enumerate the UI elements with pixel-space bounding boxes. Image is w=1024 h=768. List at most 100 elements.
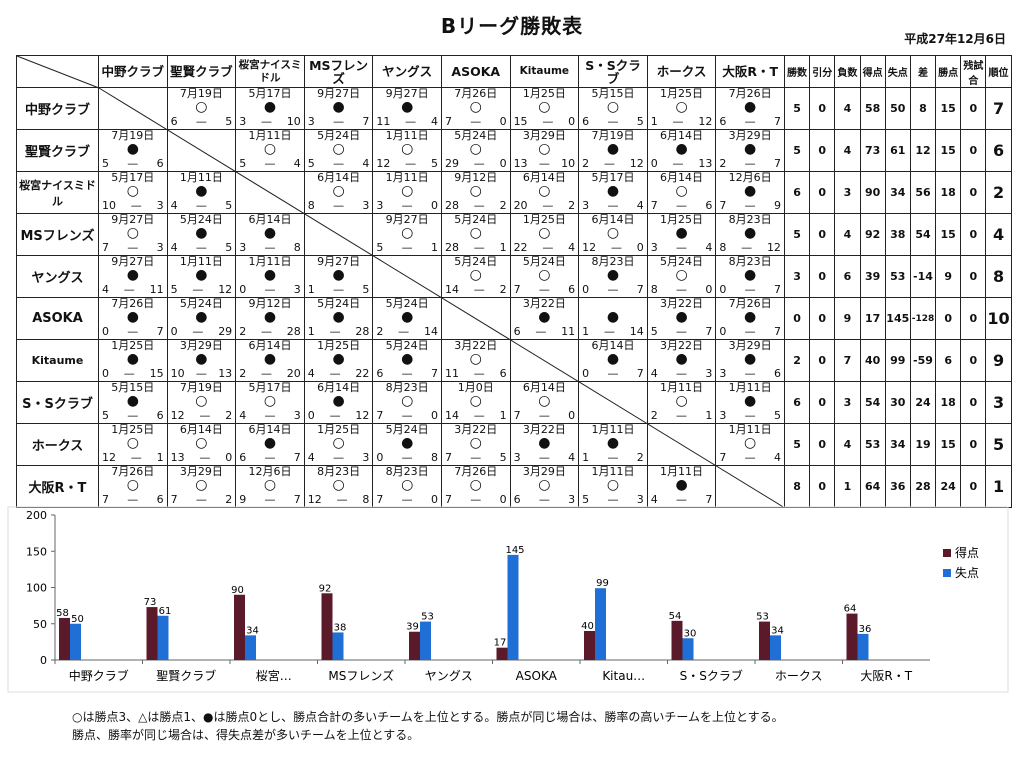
score-for: 6 (513, 325, 521, 338)
stat-value: 6 (783, 381, 811, 424)
score-for: 6 (719, 115, 727, 128)
score-dash: — (603, 157, 615, 170)
score-against: 7 (773, 283, 781, 296)
table-row: ホークス 1月25日 ○ 12—1 6月14日 ○ 13—0 6月14日 ● 6—7 1月25日 ○ 4… (16, 423, 1012, 466)
score-dash: — (195, 241, 207, 254)
result-mark-icon: ○ (469, 351, 482, 367)
result-mark-icon: ○ (195, 393, 208, 409)
stat-value: 0 (809, 423, 836, 466)
match-cell: 1月11日 ● 4—5 (166, 171, 237, 214)
score-against: 0 (430, 409, 438, 422)
page-title: Bリーグ勝敗表 (440, 14, 584, 38)
score-dash: — (603, 325, 615, 338)
data-label: 53 (756, 612, 769, 623)
data-label: 64 (844, 604, 857, 615)
stat-value: 99 (884, 339, 911, 382)
result-mark-icon: ● (126, 309, 139, 325)
score-against: 6 (705, 199, 713, 212)
data-label: 61 (159, 606, 172, 617)
score-dash: — (538, 157, 550, 170)
score-dash: — (676, 367, 688, 380)
score-against: 7 (773, 115, 781, 128)
match-cell: 6月14日 ○ 12—0 (578, 213, 648, 256)
match-cell: 9月12日 ○ 28—2 (440, 171, 511, 214)
score-for: 5 (376, 241, 384, 254)
match-cell: 6月14日 ○ 13—0 (166, 423, 237, 466)
score-for: 2 (239, 367, 247, 380)
score-for: 5 (650, 325, 658, 338)
result-mark-icon: ● (744, 351, 757, 367)
stat-value: 61 (884, 129, 911, 172)
score-against: 4 (636, 199, 644, 212)
match-cell: 1月11日 ○ 12—5 (372, 129, 442, 172)
match-cell: 3月29日 ● 2—7 (715, 129, 785, 172)
score-for: 4 (650, 367, 658, 380)
score-dash: — (260, 325, 272, 338)
legend-label: 得点 (955, 545, 979, 560)
score-dash: — (260, 367, 272, 380)
score-against: 9 (773, 199, 781, 212)
score-against: 2 (499, 199, 507, 212)
score-against: 7 (773, 325, 781, 338)
table-row: 聖賢クラブ 7月19日 ● 5—6 1月11日 ○ 5—4 5月24日 ○ 5—4 1月11日 ○ 12… (16, 129, 1012, 172)
stat-value: 15 (935, 129, 962, 172)
result-mark-icon: ● (675, 477, 688, 493)
stat-value: 0 (809, 213, 836, 256)
score-dash: — (333, 283, 345, 296)
score-against: 0 (568, 409, 576, 422)
score-for: 0 (582, 283, 590, 296)
row-team-name: MSフレンズ (16, 213, 99, 256)
stat-value: 53 (859, 423, 886, 466)
result-mark-icon: ○ (744, 435, 757, 451)
match-cell: 7月26日 ○ 7—0 (440, 465, 511, 508)
score-against: 4 (773, 451, 781, 464)
bar-points-against (595, 588, 606, 660)
row-team-name: 桜宮ナイスミドル (16, 171, 99, 214)
stat-value: 8 (909, 87, 937, 130)
x-tick-label: 中野クラブ (69, 668, 129, 683)
score-for: 3 (513, 451, 521, 464)
match-cell: 1月25日 ○ 1—12 (646, 87, 717, 130)
score-against: 14 (423, 325, 438, 338)
score-against: 0 (636, 241, 644, 254)
result-mark-icon: ○ (401, 183, 414, 199)
match-cell: 3月22日 ● 3—4 (509, 423, 580, 466)
score-dash: — (401, 409, 413, 422)
match-cell: 5月24日 ○ 14—2 (440, 255, 511, 298)
match-cell: 1月11日 ○ 3—0 (372, 171, 442, 214)
data-label: 40 (581, 621, 594, 632)
data-label: 92 (319, 583, 332, 594)
match-cell: 5月15日 ○ 6—5 (578, 87, 648, 130)
result-mark-icon: ○ (675, 393, 688, 409)
stat-value: 0 (809, 297, 836, 340)
score-dash: — (744, 451, 756, 464)
result-mark-icon: ○ (469, 141, 482, 157)
score-against: 10 (561, 157, 576, 170)
stat-value: 64 (859, 465, 886, 508)
score-for: 0 (719, 325, 727, 338)
stat-value: 34 (884, 423, 911, 466)
result-mark-icon: ● (126, 351, 139, 367)
y-tick-label: 150 (26, 545, 47, 558)
score-dash: — (744, 115, 756, 128)
result-mark-icon: ○ (469, 477, 482, 493)
score-dash: — (123, 367, 135, 380)
score-for: 7 (444, 115, 452, 128)
rank-value: 5 (985, 423, 1012, 466)
score-dash: — (401, 367, 413, 380)
result-mark-icon: ○ (538, 393, 551, 409)
score-against: 12 (698, 115, 713, 128)
stat-value: 4 (834, 423, 861, 466)
rank-value: 9 (985, 339, 1012, 382)
score-for: 12 (376, 157, 391, 170)
table-row: MSフレンズ 9月27日 ○ 7—3 5月24日 ● 4—5 6月14日 ● 3—8 9月27日 ○ 5… (16, 213, 1012, 256)
result-mark-icon: ● (263, 351, 277, 367)
score-against: 12 (766, 241, 781, 254)
score-against: 7 (293, 451, 301, 464)
score-for: 29 (444, 157, 459, 170)
result-mark-icon: ● (606, 351, 620, 367)
score-against: 4 (568, 241, 576, 254)
column-team-header: S・Sクラブ (578, 55, 648, 88)
match-cell: 6月14日 ● 2—20 (235, 339, 305, 382)
result-mark-icon: ○ (195, 99, 208, 115)
